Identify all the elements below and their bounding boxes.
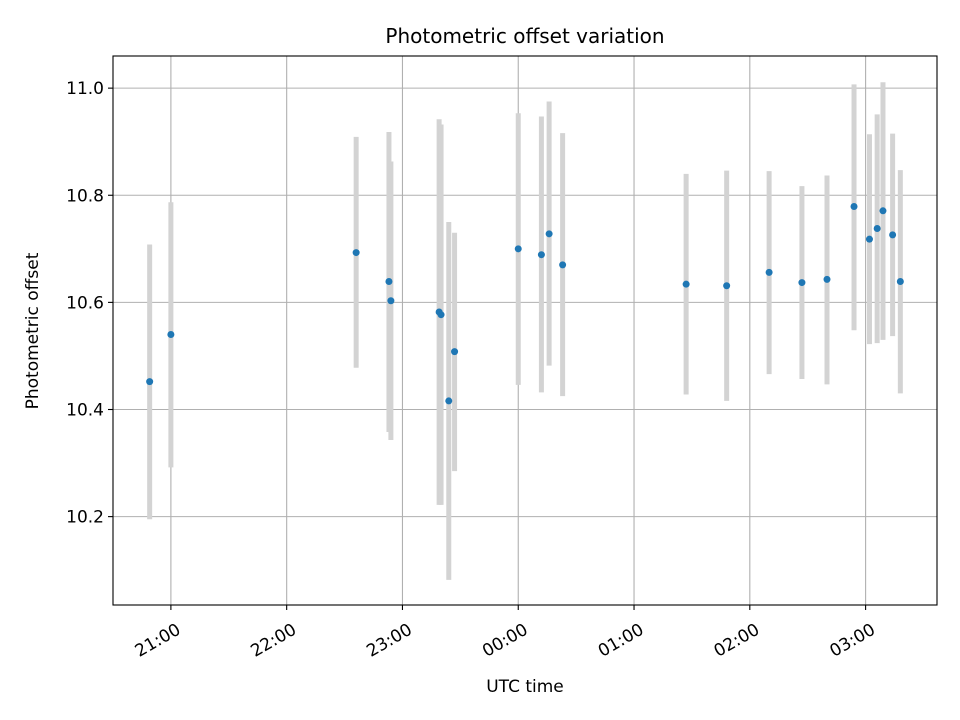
errorbars <box>147 82 903 580</box>
y-tick-label: 10.4 <box>66 401 104 421</box>
data-point <box>865 235 873 243</box>
data-point <box>682 280 690 288</box>
x-tick-label: 23:00 <box>363 620 415 662</box>
data-point <box>385 277 393 285</box>
chart-title: Photometric offset variation <box>385 24 664 48</box>
data-point <box>387 297 395 305</box>
data-point <box>765 268 773 276</box>
x-tick-label: 03:00 <box>826 620 878 662</box>
data-points <box>146 203 904 405</box>
x-tick-label: 22:00 <box>248 620 300 662</box>
data-point <box>850 203 858 211</box>
data-point <box>723 282 731 290</box>
y-axis-ticks: 10.2 10.4 10.6 10.8 11.0 <box>66 79 113 528</box>
data-point <box>445 397 453 405</box>
grid <box>113 56 937 605</box>
data-point <box>559 261 567 269</box>
x-axis-label: UTC time <box>486 677 564 697</box>
data-point <box>352 249 360 257</box>
x-tick-label: 02:00 <box>711 620 763 662</box>
data-point <box>896 277 904 285</box>
data-point <box>537 251 545 259</box>
y-tick-label: 10.6 <box>66 293 104 313</box>
data-point <box>823 275 831 283</box>
x-tick-label: 00:00 <box>479 620 531 662</box>
data-point <box>889 231 897 239</box>
x-axis-ticks: 21:00 22:00 23:00 00:00 01:00 02:00 03:00 <box>132 605 879 662</box>
y-axis-label: Photometric offset <box>23 252 43 409</box>
data-point <box>146 378 154 386</box>
data-point <box>451 348 459 356</box>
y-tick-label: 10.2 <box>66 508 104 528</box>
x-tick-label: 01:00 <box>595 620 647 662</box>
data-point <box>167 331 175 339</box>
data-point <box>437 311 445 319</box>
data-point <box>873 224 881 232</box>
x-tick-label: 21:00 <box>132 620 184 662</box>
y-tick-label: 10.8 <box>66 186 104 206</box>
plot-area-frame <box>112 55 938 606</box>
data-point <box>545 230 553 238</box>
data-point <box>798 279 806 287</box>
y-tick-label: 11.0 <box>66 79 104 99</box>
data-point <box>514 245 522 253</box>
data-point <box>879 207 887 215</box>
